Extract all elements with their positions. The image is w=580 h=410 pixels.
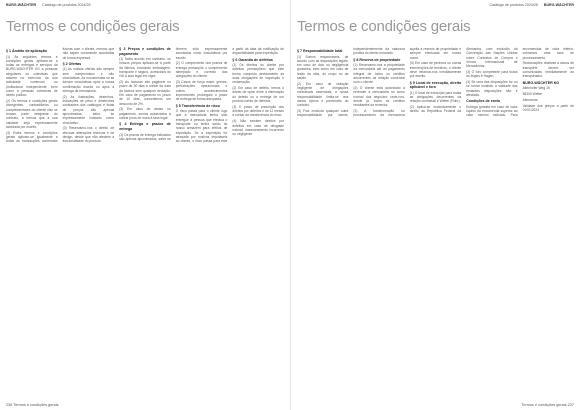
paragraph: (3) A transformação ou processamento da … <box>353 47 462 118</box>
page-header: Catálogo de produtos 2024/25 BURG-WÄCHTER <box>297 3 574 10</box>
body-text: § 1 Âmbito de aplicação (1) As seguintes … <box>6 47 284 392</box>
page-title: Termos e condições gerais <box>297 18 471 35</box>
section-heading: Condições de envio <box>466 99 501 104</box>
paragraph: Altenhofer Weg 15 <box>522 86 550 91</box>
section-heading: § 2 Ofertas <box>62 61 82 66</box>
page-header: BURG-WÄCHTER Catálogo de produtos 2024/25 <box>6 3 284 10</box>
page-footer: Termos e condições gerais 237 <box>521 403 574 407</box>
page: BURG-WÄCHTER Catálogo de produtos 2024/25… <box>6 3 284 407</box>
paragraph: (3) Estes termos e condições gerais apli… <box>6 47 115 144</box>
paragraph: (1) Reservamo-nos a propriedade da merca… <box>353 63 405 85</box>
paragraph: Reclamações relativas a danos de transpo… <box>522 61 574 79</box>
paragraph: 58300 Wetter <box>522 91 543 96</box>
paragraph: (2) Os termos e condições gerais diverge… <box>6 99 58 129</box>
page-footer: 236 Termos e condições gerais <box>6 403 59 407</box>
catalog-name: Catálogo de produtos 2024/25 <box>42 3 91 7</box>
section-heading: § 1 Âmbito de aplicação <box>6 49 47 53</box>
paragraph: (2) Em caso de defeito, temos o direito … <box>232 86 284 104</box>
paragraph: (3) O foro competente para todos os lití… <box>466 69 518 79</box>
paragraph: (4) Se uma das disposições for ou se tor… <box>466 80 518 97</box>
paragraph: O risco passa para o cliente logo que a … <box>175 47 284 144</box>
brand: BURG-WÄCHTER <box>6 3 37 7</box>
paragraph: Entrega gratuita em caso de valor líquid… <box>466 47 574 118</box>
brand: BURG-WÄCHTER <box>543 3 574 7</box>
paragraph: (3) Reservamo-nos o direito de efectuar … <box>62 126 115 144</box>
paragraph: (2) As ilustrações, desenhos, indicações… <box>62 94 115 125</box>
paragraph: Alemanha <box>522 97 538 102</box>
paragraph: (2) Aplica-se exclusivamente o direito d… <box>409 47 518 114</box>
section-heading: § 9 Local de execução, direito aplicável… <box>409 80 462 90</box>
paragraph: Validade dos preços a partir de 01/01/20… <box>522 103 574 112</box>
paragraph: (4) Em caso de penhora ou outras interve… <box>409 61 462 79</box>
paragraph: (3) Fica excluída qualquer outra respons… <box>297 47 405 118</box>
paragraph: (1) Os direitos do cliente por defeitos … <box>232 63 284 85</box>
catalog-name: Catálogo de produtos 2024/25 <box>489 3 538 7</box>
paragraph: (2) O cliente está autorizado a revender… <box>353 86 405 108</box>
paragraph: (2) As facturas são pagáveis no prazo de… <box>119 80 171 106</box>
section-heading: § 5 Transferência de risco <box>175 103 220 108</box>
paragraph: (2) O cumprimento dos prazos de entrega … <box>175 61 228 79</box>
paragraph: (1) Somos responsáveis, de acordo com as… <box>297 54 349 81</box>
page: Catálogo de produtos 2024/25 BURG-WÄCHTER… <box>290 0 580 410</box>
paragraph: (1) As seguintes termos e condições gera… <box>6 54 58 98</box>
paragraph: (2) Em caso de violação negligente de ob… <box>297 81 349 108</box>
paragraph: (1) Os prazos de entrega indicados são a… <box>119 47 228 141</box>
paragraph: (3) Em caso de atraso no pagamento, somo… <box>119 107 171 121</box>
page-title: Termos e condições gerais <box>6 18 180 35</box>
paragraph: (1) Salvo acordo em contrário, os nossos… <box>119 57 171 79</box>
paragraph: (3) O prazo de prescrição dos direitos p… <box>232 104 284 118</box>
section-heading: § 4 Entrega e prazos de entrega <box>119 122 171 131</box>
paragraph: (3) Casos de força maior, greves, pertur… <box>175 80 228 102</box>
section-heading: § 8 Reserva de propriedade <box>353 57 401 62</box>
body-text: § 7 Responsabilidade total (1) Somos resp… <box>297 47 574 392</box>
section-heading: § 3 Preços e condições de pagamento <box>119 47 171 56</box>
paragraph: (1) As nossas ofertas são sempre sem com… <box>62 67 115 93</box>
section-heading: § 7 Responsabilidade total <box>297 49 343 53</box>
paragraph: (1) O local de execução para todas as ob… <box>409 90 462 104</box>
section-heading: § 6 Garantia de defeitos <box>232 57 273 62</box>
paragraph: (4) Não existem direitos por defeitos em… <box>232 119 284 137</box>
section-heading: BURG-WÄCHTER KG <box>522 80 560 85</box>
